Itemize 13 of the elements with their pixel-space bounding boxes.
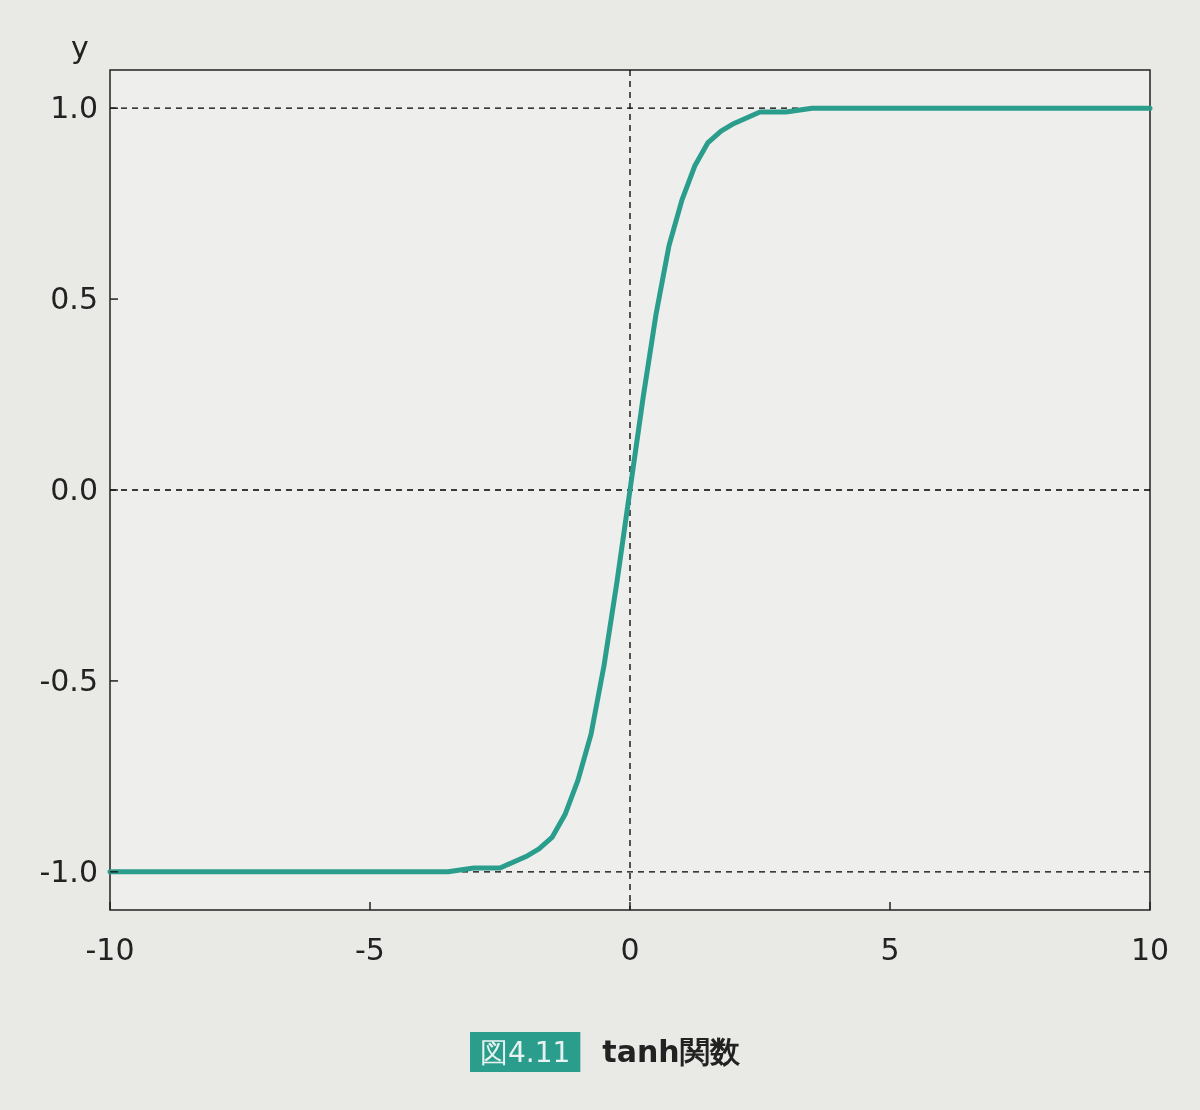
text: tanh関数 — [602, 1034, 741, 1069]
y-axis-title: y — [71, 30, 89, 65]
x-tick-label: 0 — [620, 932, 640, 967]
y-tick-label: 0.5 — [50, 281, 98, 317]
x-tick-label: 10 — [1130, 932, 1170, 967]
y-tick-label: 0.0 — [50, 472, 98, 507]
y-tick-label: -0.5 — [39, 662, 98, 698]
y-tick-label: -1.0 — [39, 853, 98, 889]
x-tick-label: 5 — [880, 932, 900, 967]
x-tick-label: -10 — [85, 932, 135, 967]
caption: 図4.11 — [480, 1036, 571, 1069]
x-tick-label: -5 — [355, 932, 385, 967]
y-tick-label: 1.0 — [50, 90, 98, 126]
